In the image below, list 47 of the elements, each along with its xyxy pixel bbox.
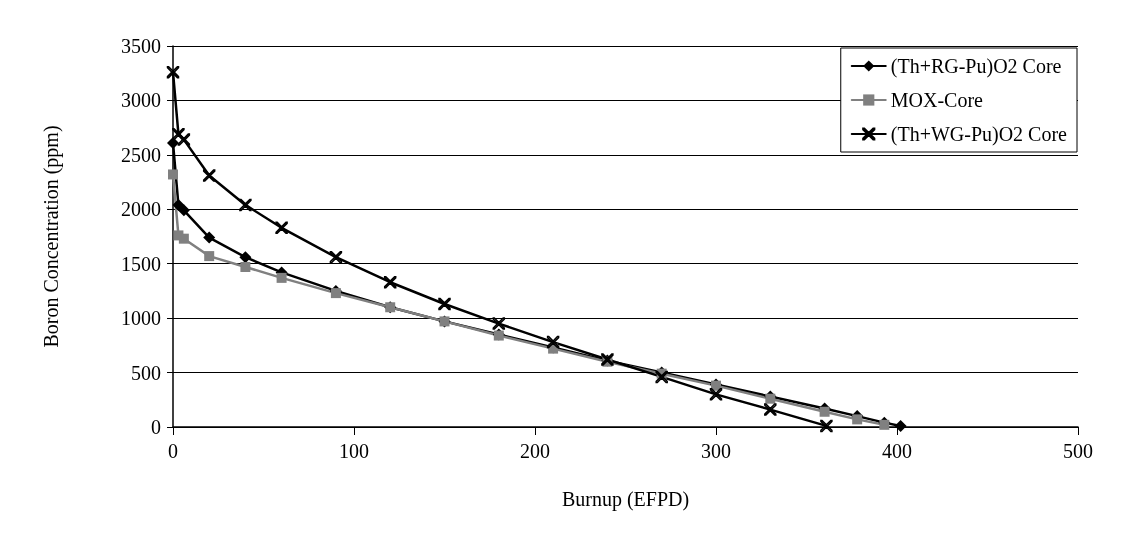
point	[204, 251, 215, 262]
y-tick-label: 3500	[121, 35, 161, 57]
x-tick-label: 200	[520, 440, 550, 462]
y-axis-title: Boron Concentration (ppm)	[40, 125, 63, 348]
point	[709, 388, 723, 401]
point	[438, 297, 451, 311]
x-tick-label: 0	[168, 440, 178, 462]
point	[172, 127, 185, 141]
x-tick-label: 100	[339, 440, 369, 462]
point	[275, 221, 288, 235]
legend-label: (Th+WG-Pu)O2 Core	[890, 123, 1068, 146]
legend-label: (Th+RG-Pu)O2 Core	[890, 55, 1062, 78]
point	[383, 275, 397, 289]
point	[894, 419, 907, 432]
legend-label: MOX-Core	[890, 89, 984, 111]
point	[166, 65, 180, 79]
y-tick-label: 2000	[121, 198, 161, 221]
point	[492, 317, 506, 330]
point	[546, 335, 560, 349]
x-tick-label: 500	[1063, 440, 1093, 462]
x-tick-label: 400	[882, 440, 912, 462]
x-axis-title: Burnup (EFPD)	[561, 488, 690, 511]
point	[167, 136, 179, 149]
point	[240, 261, 251, 272]
y-tick-label: 1500	[121, 252, 161, 275]
y-tick-label: 0	[151, 416, 161, 438]
y-tick-label: 3000	[121, 89, 161, 112]
y-tick-label: 2500	[121, 143, 161, 166]
point	[168, 169, 178, 180]
point	[239, 198, 252, 212]
y-tick-label: 1000	[121, 307, 161, 330]
point	[178, 233, 189, 244]
point	[819, 406, 830, 417]
point	[330, 288, 341, 299]
point	[203, 231, 216, 244]
point	[764, 403, 777, 416]
point	[655, 370, 668, 384]
point	[177, 204, 190, 217]
point	[852, 414, 863, 425]
point	[820, 419, 833, 433]
point	[329, 250, 343, 264]
x-tick-label: 300	[701, 440, 731, 462]
point	[276, 272, 287, 283]
point	[177, 133, 191, 146]
y-tick-label: 500	[131, 361, 161, 384]
point	[202, 169, 216, 182]
point	[172, 198, 185, 211]
